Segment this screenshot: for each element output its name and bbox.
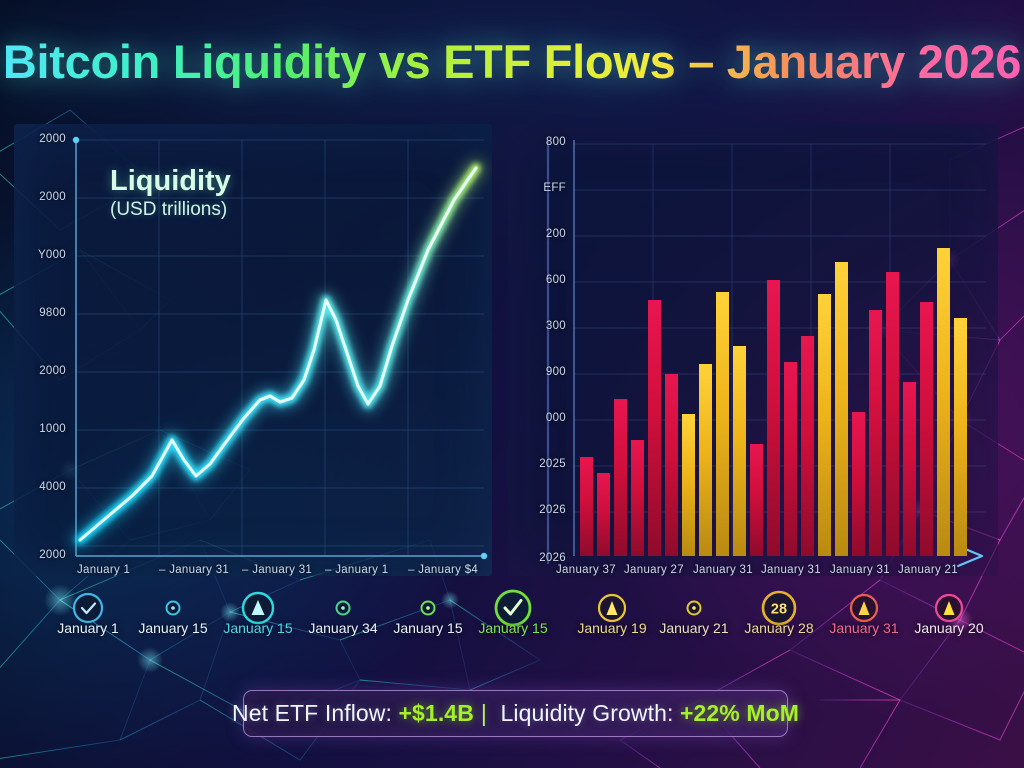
- bar-y-tick-9: 2026: [539, 552, 566, 564]
- page-title: Bitcoin Liquidity vs ETF Flows – January…: [2, 35, 1022, 88]
- timeline-marker-0: [72, 592, 104, 624]
- bar-series-crimson: [580, 272, 933, 556]
- warning-triangle-icon: [858, 601, 870, 615]
- bar-series-gold-cluster: [794, 338, 807, 556]
- timeline-label-6: January 19: [577, 620, 647, 636]
- banner-separator: |: [480, 700, 487, 726]
- bar-y-tick-7: 2025: [539, 458, 566, 470]
- warning-triangle-icon: [943, 601, 955, 615]
- bar-series-gold: [682, 248, 967, 556]
- bar-y-tick-6: 000: [545, 412, 566, 424]
- bar-y-tick-5: 900: [545, 366, 566, 378]
- bar-y-tick-4: 300: [545, 320, 566, 332]
- bar-x-tick-4: January 31: [830, 564, 890, 576]
- line-x-tick-2: – January 31: [242, 564, 313, 576]
- triangle-up-icon: [251, 600, 265, 615]
- bar-x-tick-2: January 31: [693, 564, 753, 576]
- line-x-tick-3: – January 1: [325, 564, 389, 576]
- banner-liquidity-growth-value: +22% MoM: [679, 700, 799, 726]
- dot-icon: [341, 606, 345, 610]
- line-x-tick-0: January 1: [77, 564, 131, 576]
- triangle-up-icon: [606, 601, 618, 615]
- y-axis-top-marker: [72, 136, 80, 144]
- timeline-marker-5: [494, 589, 532, 627]
- line-y-tick-5: 1000: [39, 423, 66, 435]
- timeline-svg: 28: [64, 589, 964, 627]
- bar-x-tick-0: January 37: [556, 564, 616, 576]
- dot-icon: [426, 606, 430, 610]
- timeline-label-10: January 20: [914, 620, 984, 636]
- line-y-tick-4: 2000: [39, 365, 66, 377]
- bar-x-tick-3: January 31: [761, 564, 821, 576]
- line-x-tick-1: – January 31: [159, 564, 230, 576]
- timeline-marker-3: [335, 600, 351, 616]
- timeline-label-4: January 15: [393, 620, 463, 636]
- timeline-label-1: January 15: [138, 620, 208, 636]
- dot-icon: [171, 606, 175, 610]
- banner-etf-inflow-value: +$1.4B: [398, 700, 474, 726]
- bar-chart-svg: [546, 140, 986, 568]
- banner-part-1: Net ETF Inflow:: [232, 700, 399, 726]
- banner-part-2: Liquidity Growth:: [493, 700, 680, 726]
- line-y-tick-6: 4000: [39, 481, 66, 493]
- dot-icon: [692, 606, 696, 610]
- timeline-label-3: January 34: [308, 620, 378, 636]
- timeline-marker-2: [241, 591, 275, 625]
- summary-banner: Net ETF Inflow: +$1.4B | Liquidity Growth…: [232, 690, 799, 737]
- bar-y-tick-1: EFF: [543, 182, 566, 194]
- bar-y-tick-3: 600: [545, 274, 566, 286]
- etf-flows-bar-chart-panel: 800 EFF 200 600 300 900 000 2025 2026 20…: [508, 124, 998, 576]
- timeline-label-7: January 21: [659, 620, 729, 636]
- timeline-label-2: January 15: [223, 620, 293, 636]
- timeline-marker-8: 28: [761, 590, 797, 626]
- bar-y-tick-8: 2026: [539, 504, 566, 516]
- x-axis-end-marker: [480, 552, 488, 560]
- line-chart-background: [14, 124, 492, 576]
- line-x-tick-4: – January $4: [408, 564, 479, 576]
- bar-x-tick-5: January 21: [898, 564, 958, 576]
- line-chart-svg: [71, 136, 488, 560]
- timeline-marker-4: [420, 600, 436, 616]
- timeline-marker-7: [686, 600, 702, 616]
- bar-y-tick-0: 800: [545, 136, 566, 148]
- timeline-marker-10: [934, 593, 964, 623]
- line-y-tick-1: 2000: [39, 191, 66, 203]
- check-icon: [503, 599, 523, 616]
- check-icon: [80, 602, 97, 615]
- timeline: 28 January 1 January 15 January 15 Janua…: [0, 586, 1024, 658]
- liquidity-line-chart-panel: 2000 2000 Y000 9800 2000 1000 4000 2000 …: [14, 124, 492, 576]
- line-y-tick-7: 2000: [39, 549, 66, 561]
- summary-banner-text: Net ETF Inflow: +$1.4B | Liquidity Growth…: [232, 700, 799, 727]
- timeline-label-5: January 15: [478, 620, 548, 636]
- timeline-label-0: January 1: [57, 620, 119, 636]
- title-container: Bitcoin Liquidity vs ETF Flows – January…: [0, 34, 1024, 89]
- timeline-label-8: January 28: [744, 620, 814, 636]
- timeline-label-9: January 31: [829, 620, 899, 636]
- timeline-marker-9: [849, 593, 879, 623]
- badge-number: 28: [771, 602, 787, 618]
- line-y-tick-2: Y000: [37, 249, 66, 261]
- line-y-tick-3: 9800: [39, 307, 66, 319]
- timeline-marker-6: [597, 593, 627, 623]
- timeline-marker-1: [165, 600, 181, 616]
- bar-y-tick-2: 200: [545, 228, 566, 240]
- bar-x-tick-1: January 27: [624, 564, 684, 576]
- line-y-tick-0: 2000: [39, 133, 66, 145]
